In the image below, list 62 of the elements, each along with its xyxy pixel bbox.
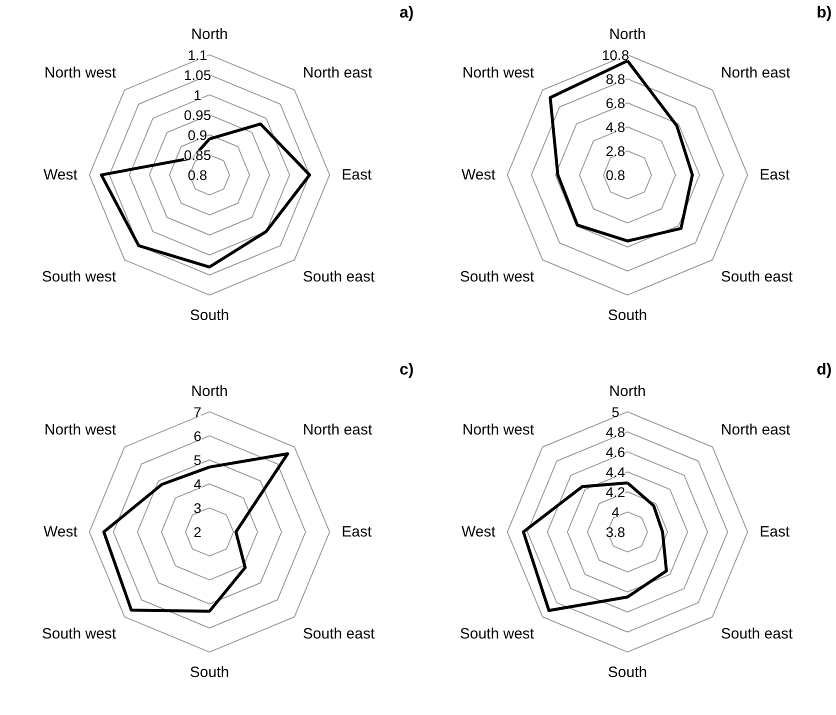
y-tick-label: 4.8 (606, 118, 626, 135)
spoke-label: South west (42, 625, 117, 642)
spoke-label: South (190, 307, 230, 324)
chart-title: b) (816, 4, 832, 22)
y-tick-label: 2.8 (606, 142, 626, 159)
spoke-label: North west (44, 64, 117, 82)
spoke-label: South (608, 307, 648, 324)
y-tick-label: 10.8 (602, 46, 630, 63)
y-tick-label: 4.6 (606, 444, 626, 460)
y-tick-label: 8.8 (606, 70, 626, 87)
spoke-label: North west (462, 422, 535, 438)
y-tick-label: 0.85 (184, 146, 212, 163)
spoke-label: West (43, 166, 78, 184)
spoke-label: South west (460, 625, 535, 642)
y-tick-label: 0.8 (606, 166, 626, 183)
spoke-label: South east (720, 625, 794, 642)
spoke-label: South west (42, 268, 117, 286)
y-tick-label: 4.4 (606, 464, 626, 480)
y-tick-label: 0.8 (188, 166, 208, 183)
spoke-label: North (609, 382, 646, 400)
spoke-label: West (461, 523, 496, 540)
y-tick-label: 4 (612, 504, 620, 520)
spoke-label: South east (302, 625, 376, 642)
y-tick-label: 1.1 (188, 46, 208, 63)
y-tick-label: 3 (194, 500, 202, 516)
y-tick-label: 1 (194, 86, 202, 103)
y-tick-label: 3.8 (606, 524, 626, 540)
y-tick-label: 5 (194, 452, 202, 468)
y-tick-label: 7 (194, 404, 202, 420)
spoke-label: North east (720, 422, 791, 438)
spoke-label: East (760, 166, 790, 184)
spoke-label: South east (302, 268, 376, 286)
spoke-label: South west (460, 268, 535, 286)
y-tick-label: 0.9 (188, 126, 208, 143)
spoke-label: North east (302, 422, 373, 438)
spoke-label: East (342, 523, 372, 540)
y-tick-label: 4 (194, 476, 202, 492)
y-tick-label: 6.8 (606, 94, 626, 111)
spoke-label: North (191, 26, 228, 43)
y-tick-label: 4.2 (606, 484, 626, 500)
spoke-label: North west (44, 422, 117, 438)
spoke-label: North east (720, 64, 791, 82)
spoke-label: South (190, 664, 230, 682)
spoke-label: North (191, 382, 228, 400)
spoke-label: North (609, 26, 646, 43)
y-tick-label: 5 (612, 404, 620, 420)
y-tick-label: 0.95 (184, 106, 212, 123)
spoke-label: East (760, 523, 790, 540)
spoke-label: West (461, 166, 496, 184)
y-tick-label: 4.8 (606, 424, 626, 440)
y-tick-label: 2 (194, 524, 202, 540)
y-tick-label: 6 (194, 428, 202, 444)
spoke-label: South east (720, 268, 794, 286)
spoke-label: North west (462, 64, 535, 82)
text: c) (399, 361, 414, 378)
y-tick-label: 1.05 (184, 66, 212, 83)
spoke-label: North east (302, 64, 373, 82)
spoke-label: East (342, 166, 372, 184)
spoke-label: South (608, 664, 648, 682)
chart-title: d) (816, 361, 832, 378)
spoke-label: West (43, 523, 78, 540)
text: a) (399, 4, 414, 22)
